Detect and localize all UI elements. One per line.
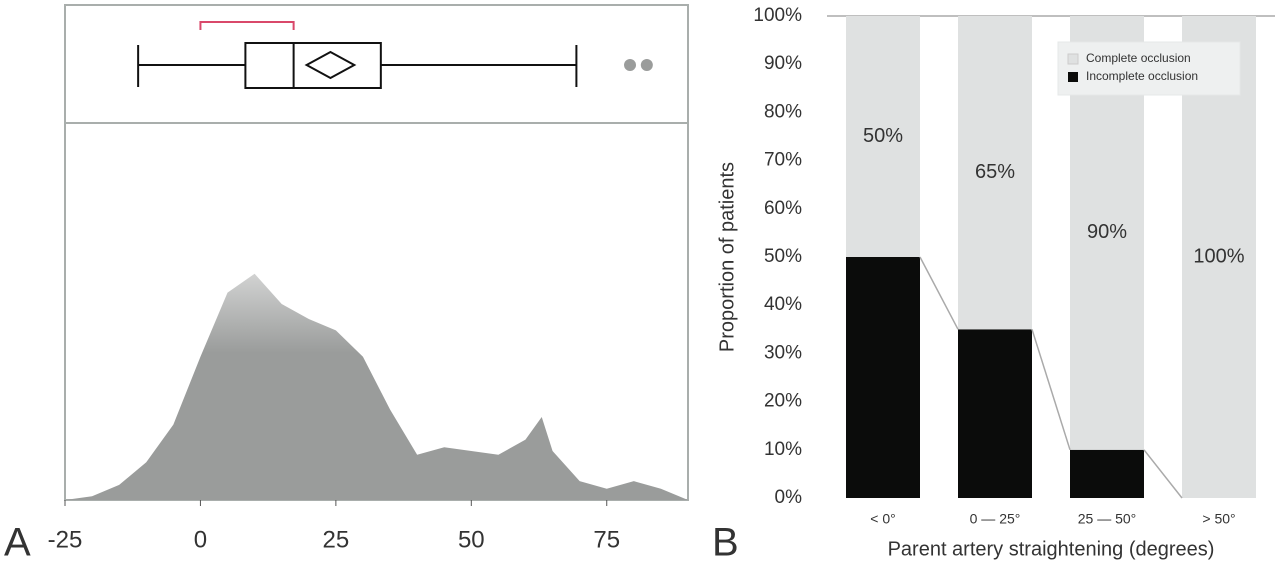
density-area <box>65 273 688 500</box>
legend-swatch <box>1067 53 1079 65</box>
y-tick-label: 70% <box>764 150 802 171</box>
value-label: 90% <box>1087 221 1127 243</box>
y-tick-label: 10% <box>764 439 802 460</box>
bar-segment <box>1182 16 1256 498</box>
x-tick-label: 0 — 25° <box>970 511 1021 527</box>
panel-label: B <box>712 521 739 565</box>
y-tick-label: 50% <box>764 246 802 267</box>
x-axis-label: Parent artery straightening (degrees) <box>888 538 1215 560</box>
y-tick-label: 60% <box>764 198 802 219</box>
bar-segment <box>958 16 1032 330</box>
x-tick-label: 50 <box>458 526 485 553</box>
panel-label: A <box>4 521 31 565</box>
bar-segment <box>846 257 920 498</box>
outlier <box>640 59 653 71</box>
box <box>244 42 382 89</box>
x-tick-label: -25 <box>48 526 83 553</box>
connector <box>1143 449 1183 499</box>
bar-segment <box>958 329 1032 498</box>
x-tick-label: 75 <box>593 526 620 553</box>
x-tick-label: 0 <box>194 526 207 553</box>
bar-segment <box>846 16 920 257</box>
connector <box>1031 329 1071 451</box>
x-tick-label: 25 <box>323 526 350 553</box>
y-tick-label: 100% <box>753 5 802 26</box>
value-label: 65% <box>975 161 1015 183</box>
y-tick-label: 80% <box>764 101 802 122</box>
legend-swatch <box>1068 72 1078 82</box>
y-tick-label: 0% <box>775 487 803 508</box>
y-tick-label: 40% <box>764 294 802 315</box>
bar-segment <box>1070 449 1144 498</box>
legend-box <box>1057 41 1241 96</box>
y-tick-label: 20% <box>764 391 802 412</box>
y-tick-label: 30% <box>764 342 802 363</box>
connector <box>919 256 959 330</box>
legend-label: Complete occlusion <box>1086 51 1191 65</box>
x-tick-label: 25 — 50° <box>1078 511 1137 527</box>
x-tick-label: > 50° <box>1202 511 1235 527</box>
outlier <box>624 59 637 71</box>
x-tick-label: < 0° <box>870 511 895 527</box>
value-label: 50% <box>863 125 903 147</box>
y-axis-label: Proportion of patients <box>716 162 738 352</box>
value-label: 100% <box>1193 245 1244 267</box>
y-tick-label: 90% <box>764 53 802 74</box>
legend-label: Incomplete occlusion <box>1086 69 1198 83</box>
mean-diamond <box>304 50 357 80</box>
